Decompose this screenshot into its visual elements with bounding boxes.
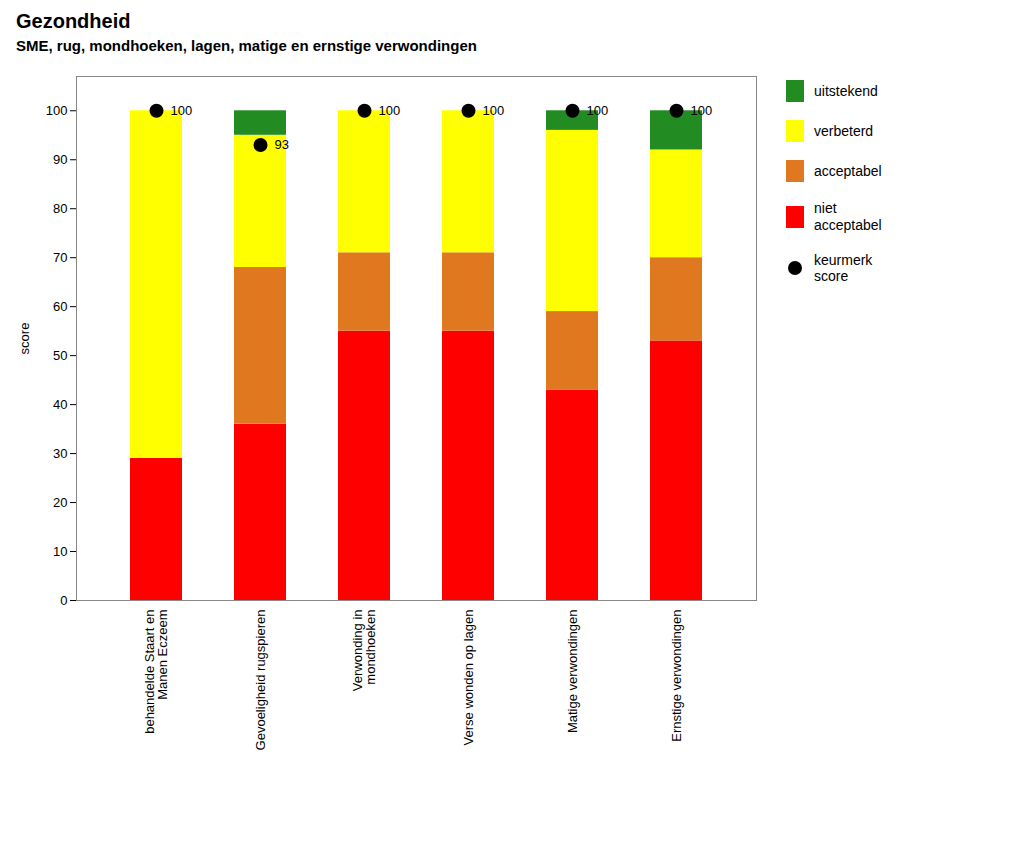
svg-text:93: 93: [275, 137, 289, 152]
svg-text:100: 100: [379, 103, 401, 118]
html-text:uitstekend: uitstekend: [814, 82, 878, 99]
svg-text:10: 10: [53, 544, 67, 559]
svg-text:100: 100: [691, 103, 713, 118]
svg-text:Ernstige verwondingen: Ernstige verwondingen: [669, 610, 684, 742]
svg-text:20: 20: [53, 495, 67, 510]
svg-text:score: score: [17, 323, 32, 355]
html-text:verbeterd: verbeterd: [814, 122, 874, 139]
svg-text:70: 70: [53, 250, 67, 265]
svg-text:Gevoeligheid rugspieren: Gevoeligheid rugspieren: [253, 610, 268, 751]
html-text:SME, rug, mondhoeken, lagen, m: SME, rug, mondhoeken, lagen, matige en e…: [16, 37, 477, 54]
svg-text:100: 100: [483, 103, 505, 118]
svg-text:100: 100: [587, 103, 609, 118]
html-text:acceptabel: acceptabel: [814, 162, 882, 179]
html-text:niet acceptabel: niet acceptabel: [814, 200, 882, 233]
svg-text:behandelde Staart enManen Ecze: behandelde Staart enManen Eczeem: [142, 610, 170, 734]
svg-text:40: 40: [53, 397, 67, 412]
svg-text:90: 90: [53, 152, 67, 167]
svg-text:100: 100: [171, 103, 193, 118]
svg-text:Verse wonden op lagen: Verse wonden op lagen: [461, 610, 476, 746]
html-text:Gezondheid: Gezondheid: [16, 10, 131, 32]
svg-text:30: 30: [53, 446, 67, 461]
html-text:keurmerk score: keurmerk score: [814, 251, 873, 285]
svg-text:0: 0: [60, 593, 67, 608]
svg-text:80: 80: [53, 201, 67, 216]
svg-text:100: 100: [46, 103, 68, 118]
svg-text:60: 60: [53, 299, 67, 314]
svg-text:Verwonding inmondhoeken: Verwonding inmondhoeken: [350, 610, 378, 692]
svg-text:Matige verwondingen: Matige verwondingen: [565, 610, 580, 734]
svg-text:50: 50: [53, 348, 67, 363]
